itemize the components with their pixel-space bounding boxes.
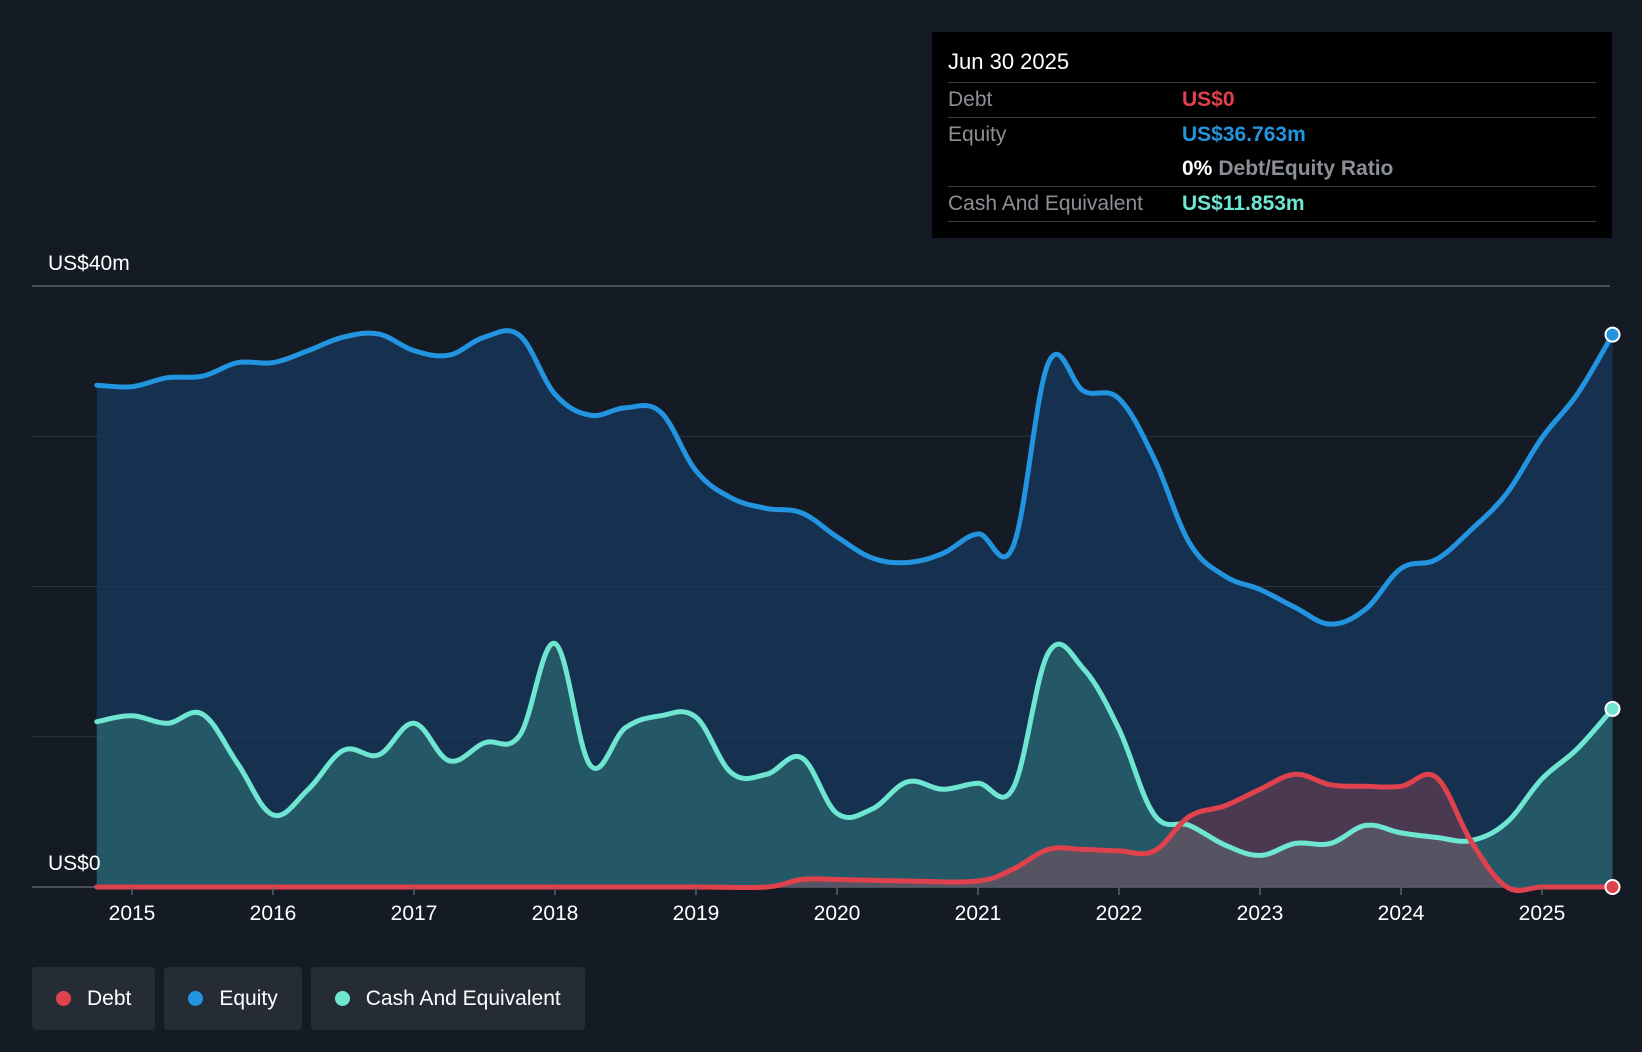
tooltip-debt-row: Debt US$0 [948,82,1596,117]
legend-equity-button[interactable]: Equity [164,967,302,1030]
tooltip-equity-row: Equity US$36.763m [948,117,1596,152]
x-tick-label-2023: 2023 [1237,902,1284,925]
cash-and-equivalent-line [94,641,1615,858]
debt-dot-icon [56,991,71,1006]
x-tick-label-2024: 2024 [1378,902,1425,925]
tooltip-ratio-percent: 0% [1182,157,1213,180]
legend-debt-button[interactable]: Debt [32,967,156,1030]
tooltip-cash-label: Cash And Equivalent [948,192,1143,215]
y-axis-top-label: US$40m [48,252,130,275]
tooltip-debt-value: US$0 [1182,88,1235,111]
legend-cash-label: Cash And Equivalent [365,986,561,1010]
series-lines [94,328,1615,894]
debt-line [94,771,1615,894]
x-tick-label-2022: 2022 [1096,902,1143,925]
series-endpoints [1604,326,1621,895]
x-tick-label-2025: 2025 [1519,902,1566,925]
x-tick-label-2020: 2020 [814,902,861,925]
legend-debt-label: Debt [87,986,132,1010]
debt-endpoint [1604,879,1621,895]
y-axis-bottom-label: US$0 [48,852,101,875]
x-tick-label-2015: 2015 [109,902,156,925]
cash-and-equivalent-area [96,643,1613,887]
series-areas [96,330,1613,891]
tooltip-equity-value: US$36.763m [1182,123,1306,146]
equity-line [94,328,1615,627]
tooltip-cash-value: US$11.853m [1182,192,1305,215]
x-tick-label-2019: 2019 [673,902,720,925]
tooltip-date: Jun 30 2025 [948,49,1070,74]
tooltip-ratio-row: 0% Debt/Equity Ratio [948,152,1596,186]
cash-dot-icon [334,991,350,1006]
data-tooltip: Jun 30 2025 Debt US$0 Equity US$36.763m … [932,32,1612,238]
tooltip-equity-label: Equity [948,123,1007,146]
x-tick-label-2018: 2018 [532,902,579,925]
equity-dot-icon [188,991,204,1006]
tooltip-debt-label: Debt [948,88,993,111]
x-axis-ticks: 2015 2016 2017 2018 2019 2020 2021 2022 2023 2024… [109,887,1566,925]
chart-legend: Debt Equity Cash And Equivalent [32,967,585,1030]
tooltip-cash-row: Cash And Equivalent US$11.853m [948,186,1596,222]
x-tick-label-2016: 2016 [250,902,297,925]
cash-and-equivalent-endpoint [1604,700,1621,717]
x-tick-label-2017: 2017 [391,902,438,925]
tooltip-ratio-label: Debt/Equity Ratio [1218,157,1394,180]
x-tick-label-2021: 2021 [955,902,1002,925]
legend-cash-button[interactable]: Cash And Equivalent [310,967,585,1030]
legend-equity-label: Equity [219,986,278,1010]
equity-endpoint [1604,326,1621,343]
